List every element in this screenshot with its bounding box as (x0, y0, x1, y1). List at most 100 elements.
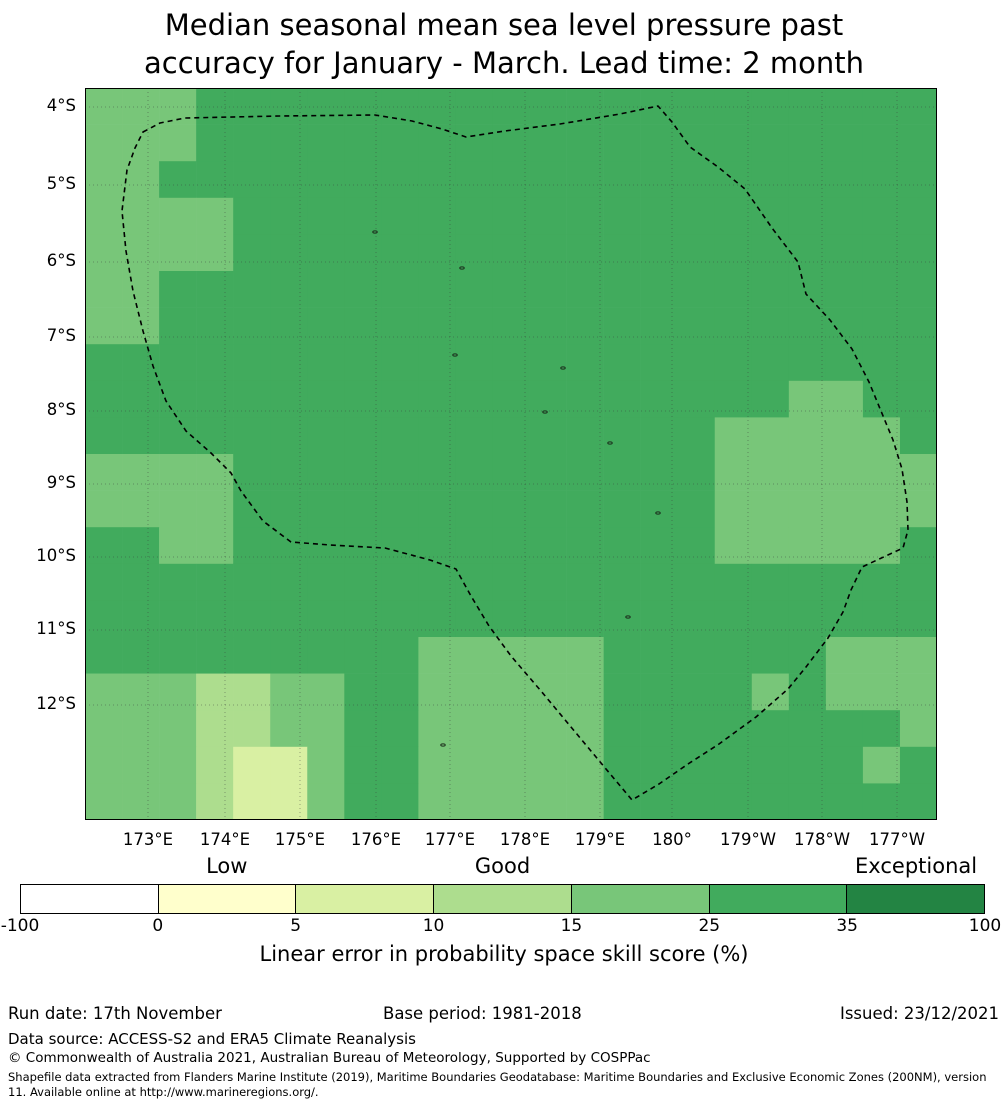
heatmap-cell (270, 527, 308, 565)
heatmap-cell (899, 88, 938, 125)
heatmap-cell (714, 234, 753, 272)
heatmap-cell (85, 563, 123, 601)
heatmap-cell (270, 637, 308, 674)
heatmap-cell (714, 197, 753, 235)
heatmap-cell (122, 710, 160, 748)
heatmap-cell (233, 380, 271, 418)
heatmap-cell (862, 637, 901, 674)
heatmap-cell (418, 271, 456, 308)
heatmap-cell (899, 600, 938, 638)
heatmap-cell (492, 710, 530, 748)
heatmap-cell (455, 637, 493, 674)
heatmap-cell (159, 563, 197, 601)
heatmap-cell (85, 637, 123, 674)
heatmap-cell (677, 783, 716, 821)
heatmap-cell (862, 271, 901, 308)
heatmap-cell (788, 563, 827, 601)
heatmap-cell (381, 124, 419, 162)
heatmap-cell (196, 746, 234, 784)
island-mark (560, 366, 566, 370)
heatmap-cell (159, 344, 197, 382)
heatmap-cell (566, 307, 604, 345)
heatmap-cell (455, 307, 493, 345)
heatmap-cell (677, 307, 716, 345)
heatmap-cell (640, 307, 678, 345)
heatmap-cell (159, 271, 197, 308)
heatmap-cell (270, 234, 308, 272)
colorbar-segment (21, 885, 158, 913)
heatmap-cell (751, 600, 790, 638)
heatmap-cell (529, 234, 567, 272)
heatmap-cell (196, 710, 234, 748)
heatmap-cell (566, 454, 604, 491)
heatmap-cell (307, 161, 345, 199)
colorbar-quality-label: Low (206, 854, 248, 878)
heatmap-cell (751, 490, 790, 528)
heatmap-cell (677, 271, 716, 308)
heatmap-cell (677, 124, 716, 162)
heatmap-cell (418, 234, 456, 272)
heatmap-cell (677, 454, 716, 491)
heatmap-cell (122, 344, 160, 382)
heatmap-cell (381, 710, 419, 748)
heatmap-cell (899, 673, 938, 711)
heatmap-cell (529, 197, 567, 235)
heatmap-cell (862, 783, 901, 821)
heatmap-cell (566, 161, 604, 199)
heatmap-cell (714, 563, 753, 601)
heatmap-cell (899, 344, 938, 382)
heatmap-cell (85, 710, 123, 748)
heatmap-cell (85, 746, 123, 784)
heatmap-cell (788, 124, 827, 162)
heatmap-cell (418, 344, 456, 382)
heatmap-cell (418, 527, 456, 565)
heatmap-cell (603, 197, 641, 235)
heatmap-cell (455, 783, 493, 821)
heatmap-cell (899, 124, 938, 162)
heatmap-cell (270, 454, 308, 491)
heatmap-cell (381, 344, 419, 382)
heatmap-cell (751, 746, 790, 784)
heatmap-cell (196, 527, 234, 565)
x-tick-label: 173°E (122, 830, 174, 849)
heatmap-cell (640, 344, 678, 382)
y-tick-label: 12°S (36, 694, 76, 713)
heatmap-cell (603, 307, 641, 345)
heatmap-cell (381, 88, 419, 125)
heatmap-cell (344, 161, 382, 199)
heatmap-cell (122, 600, 160, 638)
heatmap-cell (418, 88, 456, 125)
y-tick-label: 4°S (46, 96, 76, 115)
heatmap-cell (418, 673, 456, 711)
heatmap-cell (85, 600, 123, 638)
heatmap-cell (603, 234, 641, 272)
heatmap-cell (566, 124, 604, 162)
heatmap-cell (862, 124, 901, 162)
heatmap-cell (714, 527, 753, 565)
heatmap-cell (455, 124, 493, 162)
heatmap-cell (159, 746, 197, 784)
heatmap-cell (899, 307, 938, 345)
heatmap-cell (862, 563, 901, 601)
heatmap-cell (603, 271, 641, 308)
x-tick-label: 178°E (499, 830, 551, 849)
y-tick-label: 11°S (36, 619, 76, 638)
heatmap-cell (677, 746, 716, 784)
heatmap-cell (85, 673, 123, 711)
colorbar-tick-label: 5 (290, 916, 302, 936)
heatmap-cell (899, 161, 938, 199)
map-canvas (85, 88, 938, 821)
heatmap-cell (751, 417, 790, 455)
heatmap-cell (566, 344, 604, 382)
heatmap-cell (751, 454, 790, 491)
heatmap-cell (418, 124, 456, 162)
heatmap-cell (825, 673, 864, 711)
heatmap-cell (159, 637, 197, 674)
heatmap-cell (529, 161, 567, 199)
heatmap-cell (677, 637, 716, 674)
heatmap-cell (344, 673, 382, 711)
heatmap-cell (529, 307, 567, 345)
heatmap-cell (862, 490, 901, 528)
heatmap-cell (677, 234, 716, 272)
heatmap-cell (566, 417, 604, 455)
